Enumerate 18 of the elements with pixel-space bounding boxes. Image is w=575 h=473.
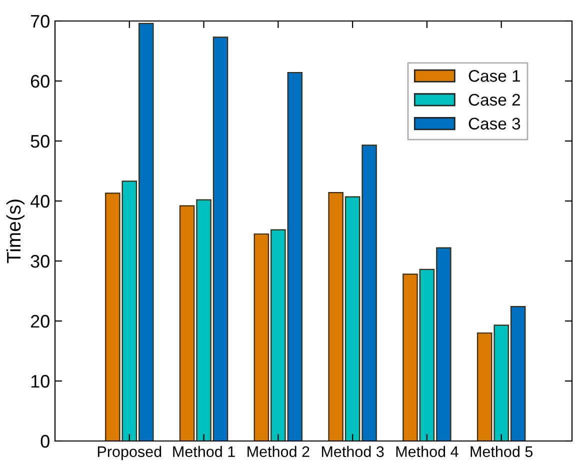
x-tick-label: Method 1 — [173, 446, 235, 458]
y-tick-label: 50 — [30, 134, 50, 148]
y-tick-label: 70 — [30, 14, 50, 28]
y-axis-title: Time(s) — [6, 200, 24, 264]
y-tick-label: 40 — [30, 194, 50, 208]
y-tick-label: 60 — [30, 74, 50, 88]
x-tick-label: Method 2 — [248, 446, 310, 458]
y-tick-label: 0 — [40, 434, 50, 448]
y-tick-label: 20 — [30, 314, 50, 328]
legend-label: Case 2 — [468, 94, 520, 106]
legend-label: Case 3 — [468, 118, 520, 130]
legend-label: Case 1 — [468, 70, 520, 82]
x-tick-label: Method 3 — [322, 446, 384, 458]
x-tick-label: Method 4 — [396, 446, 458, 458]
x-tick-label: Method 5 — [470, 446, 533, 458]
y-tick-label: 10 — [31, 374, 50, 388]
x-tick-label: Proposed — [98, 446, 162, 460]
y-tick-label: 30 — [30, 254, 50, 268]
